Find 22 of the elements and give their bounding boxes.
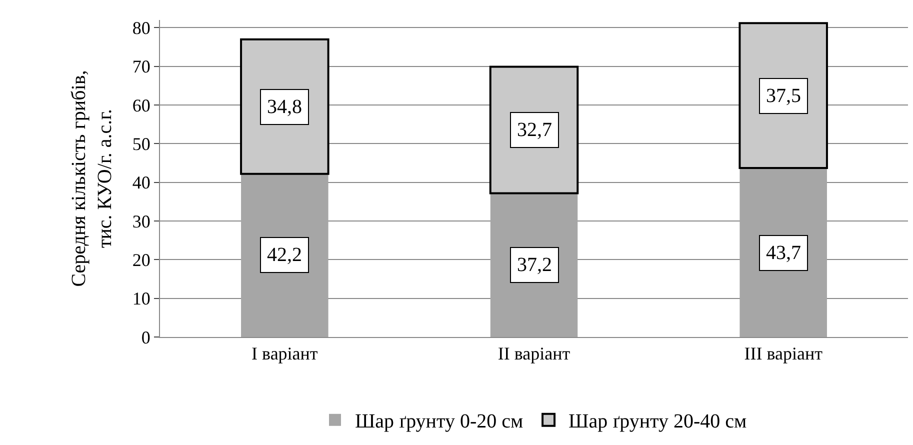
y-tick-label: 30 bbox=[132, 211, 150, 232]
bar bbox=[740, 168, 827, 337]
y-tick-label: 80 bbox=[132, 18, 150, 38]
x-tick-label: II варіант bbox=[498, 344, 570, 364]
x-tick-label: I варіант bbox=[252, 344, 318, 364]
x-tick-label: III варіант bbox=[744, 344, 823, 364]
data-label: 37,2 bbox=[517, 254, 552, 276]
y-tick-label: 0 bbox=[141, 327, 150, 348]
y-tick-label: 60 bbox=[132, 95, 150, 116]
y-tick-label: 20 bbox=[132, 250, 150, 270]
y-tick-label: 70 bbox=[132, 56, 150, 77]
data-label: 37,5 bbox=[766, 85, 801, 107]
data-label: 42,2 bbox=[267, 244, 302, 266]
legend-label: Шар ґрунту 0-20 см bbox=[355, 410, 524, 433]
data-label: 32,7 bbox=[517, 119, 552, 141]
data-label: 43,7 bbox=[766, 242, 801, 264]
data-label: 34,8 bbox=[267, 96, 302, 118]
y-tick-label: 40 bbox=[132, 172, 150, 193]
y-axis-title: Середня кількість грибів, тис. КУО/г. а.с.г. bbox=[68, 70, 116, 287]
y-tick-label: 50 bbox=[132, 134, 150, 154]
legend-label: Шар ґрунту 20-40 см bbox=[568, 410, 748, 433]
y-tick-label: 10 bbox=[132, 288, 150, 309]
